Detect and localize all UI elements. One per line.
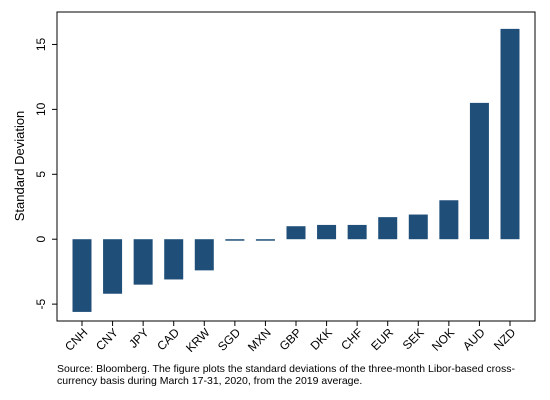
x-tick-label: DKK: [308, 325, 335, 352]
x-tick-label: AUD: [460, 325, 488, 353]
bar-dkk: [317, 224, 337, 240]
x-tick-label: NZD: [491, 325, 519, 353]
x-tick-label: GBP: [277, 325, 305, 353]
x-tick-label: MXN: [245, 325, 274, 354]
x-tick-label: SEK: [400, 325, 427, 352]
bar-aud: [469, 102, 489, 240]
y-tick-label: 0: [34, 236, 48, 243]
x-tick-label: NOK: [429, 325, 457, 353]
y-tick-label: 15: [34, 37, 48, 51]
y-tick-label: 10: [34, 102, 48, 116]
x-tick-label: SGD: [215, 325, 244, 354]
x-tick-label: CHF: [338, 325, 365, 352]
bar-sek: [408, 214, 428, 240]
bar-cny: [103, 239, 123, 294]
bar-gbp: [286, 226, 306, 240]
bar-sgd: [225, 239, 245, 241]
bar-cad: [164, 239, 184, 280]
x-tick-label: EUR: [368, 325, 396, 353]
y-axis: -5 0 5 10 15: [34, 37, 57, 309]
bar-krw: [194, 239, 214, 271]
source-note: Source: Bloomberg. The figure plots the …: [57, 363, 515, 387]
y-tick-label: 5: [34, 171, 48, 178]
x-tick-label: CAD: [154, 325, 182, 353]
bar-chf: [347, 224, 367, 240]
x-axis: CNH CNY JPY CAD KRW SGD MXN GBP DKK CHF EUR SEK NOK A…: [62, 321, 519, 355]
y-tick-label: -5: [34, 298, 48, 309]
x-tick-label: JPY: [126, 325, 151, 350]
bar-eur: [378, 217, 398, 240]
bar-nok: [439, 200, 459, 240]
bar-mxn: [255, 239, 275, 241]
x-tick-label: CNH: [62, 325, 90, 353]
bars-group: [72, 28, 520, 312]
x-tick-label: CNY: [93, 325, 121, 353]
bar-cnh: [72, 239, 92, 312]
bar-nzd: [500, 28, 520, 240]
plot-frame: [56, 11, 536, 322]
bar-jpy: [133, 239, 153, 285]
x-tick-label: KRW: [183, 325, 213, 355]
y-axis-label: Standard Deviation: [12, 111, 27, 222]
